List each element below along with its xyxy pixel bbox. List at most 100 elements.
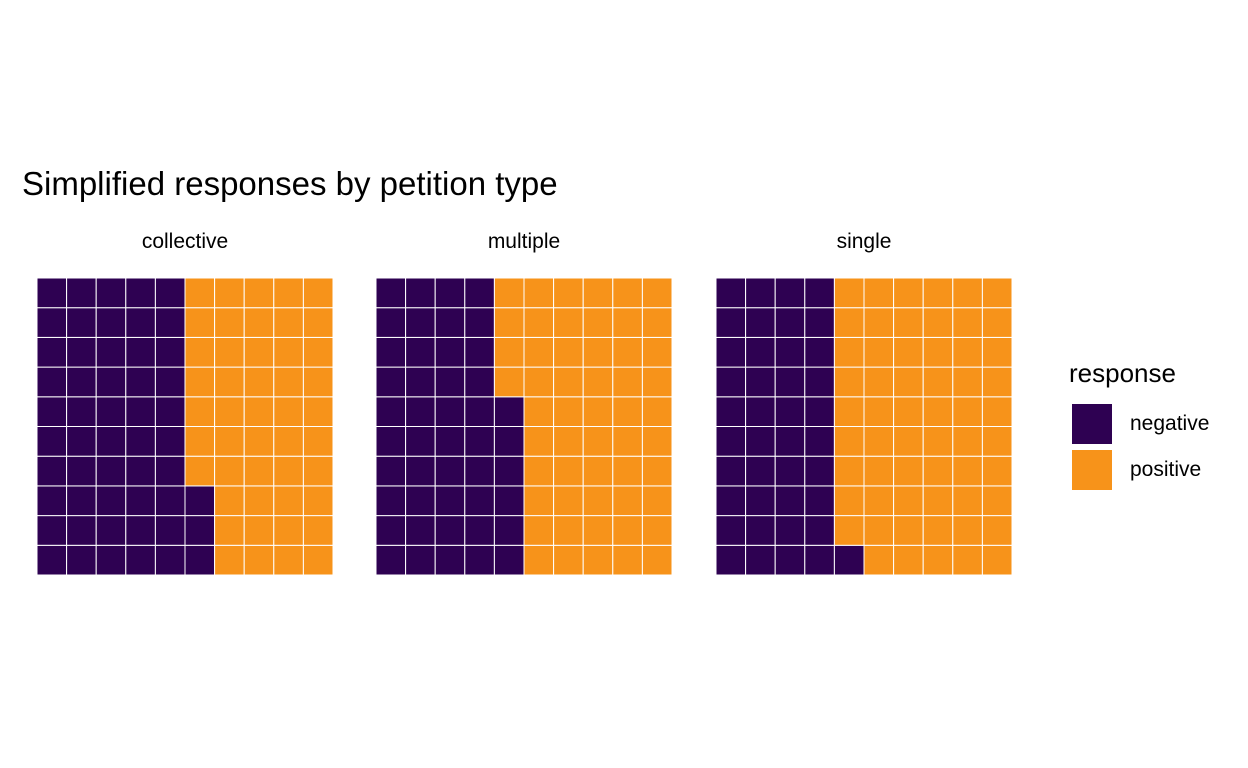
- waffle-cell-negative: [125, 455, 156, 487]
- waffle-cell-positive: [893, 396, 924, 428]
- waffle-cell-negative: [715, 366, 747, 398]
- waffle-cell-negative: [804, 515, 835, 546]
- waffle-cell-positive: [302, 485, 334, 517]
- waffle-cell-positive: [273, 336, 304, 368]
- waffle-cell-negative: [66, 485, 97, 517]
- waffle-cell-positive: [582, 277, 614, 309]
- waffle-cell-positive: [243, 277, 275, 309]
- waffle-cell-positive: [582, 366, 614, 398]
- waffle-cell-negative: [464, 396, 495, 428]
- waffle-cell-positive: [612, 307, 643, 338]
- waffle-cell-positive: [952, 485, 983, 517]
- waffle-cell-negative: [745, 366, 776, 398]
- waffle-cell-positive: [981, 544, 1013, 576]
- waffle-cell-negative: [774, 426, 806, 457]
- waffle-cell-positive: [863, 515, 895, 546]
- waffle-cell-positive: [582, 336, 614, 368]
- waffle-cell-positive: [612, 544, 643, 576]
- waffle-cell-negative: [745, 455, 776, 487]
- waffle-cell-positive: [952, 366, 983, 398]
- waffle-cell-positive: [273, 426, 304, 457]
- waffle-cell-negative: [493, 455, 525, 487]
- waffle-cell-positive: [523, 515, 555, 546]
- waffle-cell-negative: [125, 307, 156, 338]
- waffle-cell-negative: [184, 515, 216, 546]
- waffle-panel-collective: [36, 277, 334, 576]
- waffle-cell-negative: [493, 396, 525, 428]
- waffle-cell-positive: [184, 426, 216, 457]
- waffle-cell-negative: [125, 426, 156, 457]
- waffle-cell-positive: [243, 515, 275, 546]
- waffle-cell-positive: [582, 426, 614, 457]
- waffle-cell-negative: [804, 455, 835, 487]
- waffle-cell-negative: [125, 336, 156, 368]
- waffle-cell-positive: [863, 426, 895, 457]
- waffle-cell-positive: [493, 277, 525, 309]
- waffle-cell-negative: [66, 336, 97, 368]
- waffle-cell-negative: [774, 366, 806, 398]
- waffle-cell-positive: [553, 396, 584, 428]
- panel-strip-multiple: multiple: [487, 230, 561, 253]
- waffle-cell-negative: [434, 485, 466, 517]
- waffle-cell-negative: [745, 396, 776, 428]
- waffle-cell-negative: [375, 396, 407, 428]
- waffle-cell-negative: [434, 277, 466, 309]
- waffle-cell-positive: [612, 396, 643, 428]
- waffle-cell-negative: [464, 485, 495, 517]
- waffle-cell-negative: [36, 544, 68, 576]
- waffle-cell-positive: [981, 336, 1013, 368]
- waffle-cell-positive: [641, 544, 673, 576]
- waffle-cell-positive: [981, 366, 1013, 398]
- waffle-cell-negative: [493, 544, 525, 576]
- waffle-cell-positive: [243, 426, 275, 457]
- waffle-cell-negative: [36, 455, 68, 487]
- waffle-cell-negative: [36, 515, 68, 546]
- waffle-cell-negative: [154, 426, 186, 457]
- waffle-cell-positive: [952, 426, 983, 457]
- waffle-cell-negative: [804, 396, 835, 428]
- waffle-cell-negative: [804, 544, 835, 576]
- waffle-cell-positive: [273, 515, 304, 546]
- waffle-cell-negative: [464, 307, 495, 338]
- waffle-cell-positive: [922, 366, 954, 398]
- waffle-cell-positive: [641, 396, 673, 428]
- waffle-cell-negative: [715, 396, 747, 428]
- waffle-cell-negative: [493, 426, 525, 457]
- waffle-cell-positive: [214, 515, 245, 546]
- waffle-cell-negative: [36, 277, 68, 309]
- waffle-cell-negative: [36, 426, 68, 457]
- waffle-cell-positive: [493, 366, 525, 398]
- waffle-cell-negative: [154, 455, 186, 487]
- waffle-cell-positive: [641, 426, 673, 457]
- waffle-cell-positive: [553, 366, 584, 398]
- waffle-cell-negative: [434, 455, 466, 487]
- waffle-cell-negative: [66, 544, 97, 576]
- waffle-cell-positive: [243, 307, 275, 338]
- waffle-cell-negative: [375, 485, 407, 517]
- waffle-cell-negative: [493, 485, 525, 517]
- waffle-cell-positive: [553, 336, 584, 368]
- waffle-cell-negative: [434, 336, 466, 368]
- waffle-cell-negative: [464, 336, 495, 368]
- waffle-cell-negative: [434, 515, 466, 546]
- waffle-cell-positive: [981, 455, 1013, 487]
- waffle-cell-positive: [243, 544, 275, 576]
- legend: response negative positive: [1069, 356, 1209, 490]
- waffle-panel-single: [715, 277, 1013, 576]
- waffle-cell-negative: [154, 366, 186, 398]
- waffle-cell-positive: [612, 277, 643, 309]
- waffle-cell-positive: [553, 544, 584, 576]
- waffle-cell-positive: [833, 336, 865, 368]
- waffle-cell-positive: [273, 277, 304, 309]
- legend-swatch-negative: [1072, 404, 1112, 444]
- waffle-cell-negative: [125, 485, 156, 517]
- waffle-cell-negative: [66, 396, 97, 428]
- waffle-cell-negative: [405, 336, 436, 368]
- waffle-cell-positive: [893, 515, 924, 546]
- waffle-cell-negative: [804, 277, 835, 309]
- waffle-cell-positive: [922, 515, 954, 546]
- waffle-cell-negative: [36, 485, 68, 517]
- waffle-cell-positive: [214, 396, 245, 428]
- waffle-cell-negative: [774, 307, 806, 338]
- waffle-cell-negative: [464, 544, 495, 576]
